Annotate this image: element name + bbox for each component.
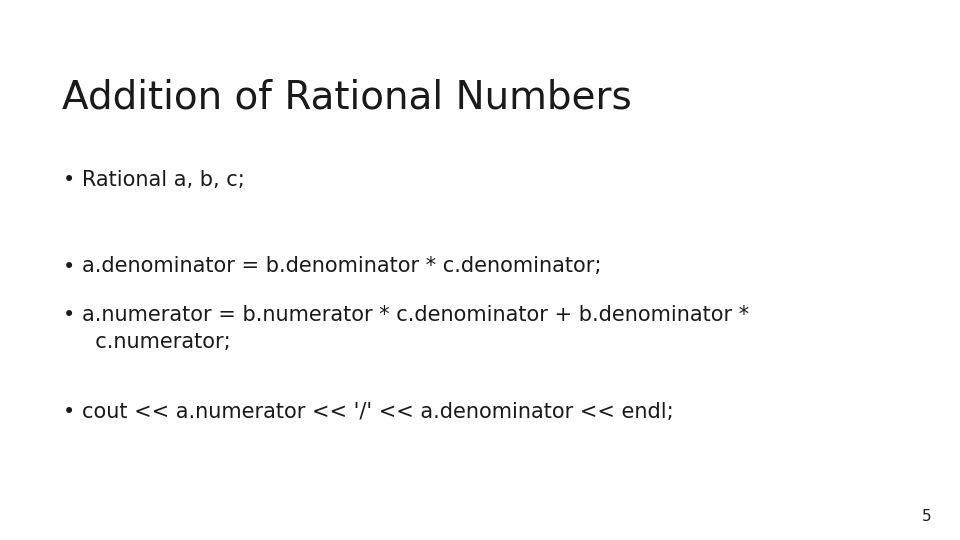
Text: a.denominator = b.denominator * c.denominator;: a.denominator = b.denominator * c.denomi… xyxy=(82,256,601,276)
Text: Addition of Rational Numbers: Addition of Rational Numbers xyxy=(62,78,632,116)
Text: •: • xyxy=(62,170,75,190)
Text: cout << a.numerator << '/' << a.denominator << endl;: cout << a.numerator << '/' << a.denomina… xyxy=(82,402,673,422)
Text: •: • xyxy=(62,256,75,276)
Text: •: • xyxy=(62,305,75,325)
Text: •: • xyxy=(62,402,75,422)
Text: a.numerator = b.numerator * c.denominator + b.denominator *
  c.numerator;: a.numerator = b.numerator * c.denominato… xyxy=(82,305,749,352)
Text: 5: 5 xyxy=(922,509,931,524)
Text: Rational a, b, c;: Rational a, b, c; xyxy=(82,170,245,190)
